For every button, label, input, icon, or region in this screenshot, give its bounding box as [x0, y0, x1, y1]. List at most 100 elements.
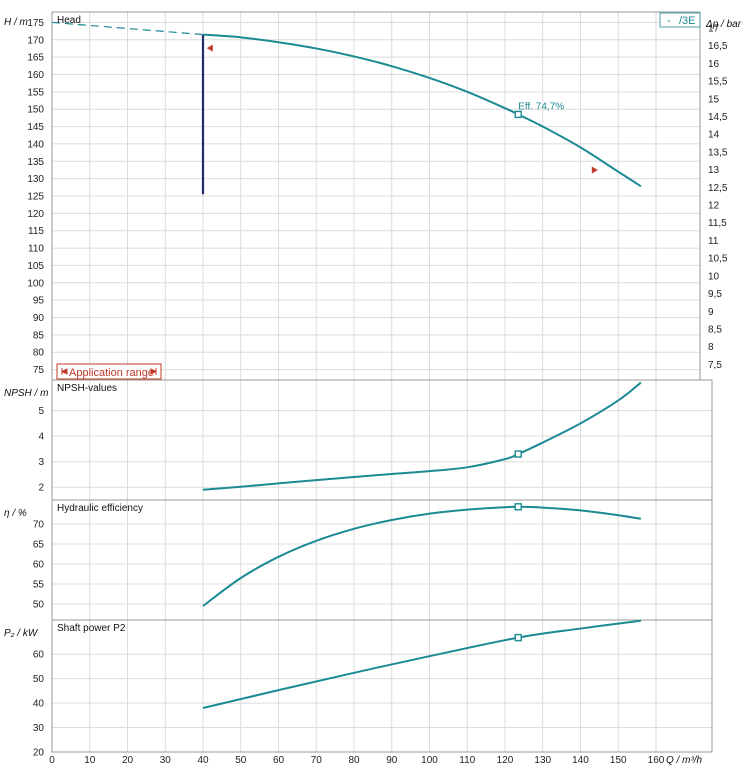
power-y-tick-label: 60: [33, 650, 45, 661]
x-tick-label: 50: [235, 755, 247, 766]
npsh-y-tick-label: 4: [38, 432, 44, 443]
head-y-tick-label: 95: [33, 296, 45, 307]
head-y-tick-label: 170: [27, 35, 44, 46]
npsh-y-tick-label: 3: [38, 457, 44, 468]
efficiency-y-tick-label: 55: [33, 580, 45, 591]
y2-tick-label: 7,5: [708, 360, 722, 371]
npsh-duty-point: [514, 450, 522, 458]
y2-tick-label: 17: [708, 23, 720, 34]
y2-tick-label: 16,5: [708, 41, 728, 52]
x-tick-label: 60: [273, 755, 285, 766]
text-layer: 7580859095100105110115120125130135140145…: [4, 15, 742, 766]
efficiency-curve: [202, 505, 642, 607]
legend-symbol: -: [667, 15, 671, 27]
x-tick-label: 130: [534, 755, 551, 766]
y2-tick-label: 14: [708, 130, 720, 141]
y2-tick-label: 9,5: [708, 289, 722, 300]
power-duty-point: [514, 633, 522, 642]
y2-tick-label: 13,5: [708, 147, 728, 158]
y2-axis-label: Δp / bar: [705, 19, 742, 30]
npsh-y-tick-label: 5: [38, 406, 44, 417]
x-tick-label: 100: [421, 755, 438, 766]
application-range-label: Application range: [69, 367, 154, 379]
power-y-tick-label: 50: [33, 674, 45, 685]
head-y-tick-label: 105: [27, 261, 44, 272]
head-y-tick-label: 175: [27, 18, 44, 29]
power-y-tick-label: 20: [33, 748, 45, 759]
efficiency-y-tick-label: 70: [33, 520, 45, 531]
x-tick-label: 70: [311, 755, 323, 766]
npsh-panel-frame: [51, 379, 713, 501]
head-y-tick-label: 140: [27, 139, 44, 150]
x-tick-label: 30: [160, 755, 172, 766]
y2-tick-label: 13: [708, 165, 720, 176]
head-y-tick-label: 135: [27, 157, 44, 168]
npsh-curve: [202, 381, 642, 491]
y2-tick-label: 9: [708, 307, 714, 318]
frame-layer: [51, 11, 713, 753]
x-tick-label: 90: [386, 755, 398, 766]
npsh-panel-title: NPSH-values: [57, 383, 117, 394]
power-y-tick-label: 40: [33, 699, 45, 710]
head-y-tick-label: 100: [27, 278, 44, 289]
head-y-axis-label: H / m: [4, 17, 28, 28]
range-end-icon: [150, 368, 158, 375]
y2-tick-label: 10: [708, 271, 720, 282]
y2-tick-label: 8,5: [708, 324, 722, 335]
head-y-tick-label: 150: [27, 105, 44, 116]
head-y-tick-label: 85: [33, 330, 45, 341]
range-start-icon: [60, 368, 68, 375]
head-y-tick-label: 80: [33, 348, 45, 359]
y2-tick-label: 11,5: [708, 218, 727, 229]
efficiency-duty-point: [514, 503, 522, 511]
x-tick-label: 0: [49, 755, 55, 766]
y2-tick-label: 11: [708, 236, 719, 247]
x-tick-label: 20: [122, 755, 134, 766]
efficiency-y-tick-label: 50: [33, 600, 45, 611]
power-curve: [202, 619, 642, 709]
head-y-tick-label: 120: [27, 209, 44, 220]
legend-label: /3E: [679, 15, 696, 27]
y2-tick-label: 8: [708, 342, 714, 353]
head-duty-point: [514, 110, 522, 119]
curve-layer: [51, 21, 642, 709]
y2-tick-label: 15,5: [708, 77, 728, 88]
power-y-axis-label: P₂ / kW: [4, 628, 39, 639]
application-range-box: [56, 363, 162, 380]
efficiency-y-axis-label: η / %: [4, 508, 27, 519]
power-panel-frame: [51, 619, 713, 753]
head-y-tick-label: 165: [27, 53, 44, 64]
grid-layer: [51, 12, 712, 753]
x-tick-label: 120: [497, 755, 514, 766]
x-tick-label: 150: [610, 755, 627, 766]
y2-tick-label: 12: [708, 201, 720, 212]
head-y-tick-label: 75: [33, 365, 45, 376]
x-tick-label: 160: [648, 755, 665, 766]
x-tick-label: 40: [197, 755, 209, 766]
head-y-tick-label: 115: [28, 226, 44, 237]
operating-limit-marker: [206, 44, 213, 52]
efficiency-y-tick-label: 65: [33, 540, 45, 551]
efficiency-label: Eff. 74,7%: [518, 101, 564, 112]
x-tick-label: 110: [459, 755, 475, 766]
head-panel-title: Head: [57, 15, 81, 26]
x-tick-label: 140: [572, 755, 589, 766]
head-curve: [202, 33, 642, 188]
head-y-tick-label: 90: [33, 313, 45, 324]
y2-tick-label: 14,5: [708, 112, 728, 123]
head-y-tick-label: 125: [27, 192, 44, 203]
x-tick-label: 80: [348, 755, 360, 766]
y2-tick-label: 16: [708, 59, 720, 70]
npsh-y-axis-label: NPSH / m: [4, 388, 48, 399]
y2-tick-label: 15: [708, 94, 720, 105]
y2-tick-label: 12,5: [708, 183, 728, 194]
head-y-tick-label: 160: [27, 70, 44, 81]
x-axis-label: Q / m³/h: [666, 755, 703, 766]
power-y-tick-label: 30: [33, 723, 45, 734]
legend-box: [659, 12, 701, 28]
y2-tick-label: 10,5: [708, 254, 728, 265]
operating-limit-marker: [591, 166, 598, 174]
npsh-y-tick-label: 2: [38, 483, 44, 494]
efficiency-y-tick-label: 60: [33, 560, 45, 571]
